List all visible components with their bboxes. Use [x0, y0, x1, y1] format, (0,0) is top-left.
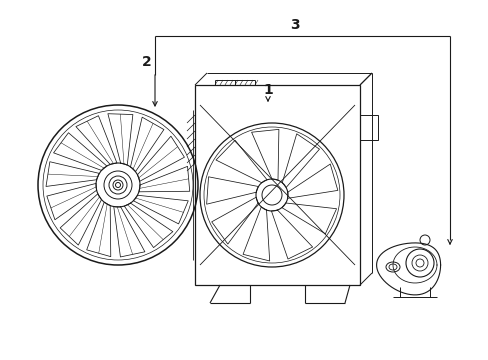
Bar: [359, 115, 377, 140]
Text: 2: 2: [142, 55, 152, 69]
Text: 1: 1: [263, 83, 272, 97]
Bar: [195, 85, 359, 285]
Text: 3: 3: [289, 18, 299, 32]
